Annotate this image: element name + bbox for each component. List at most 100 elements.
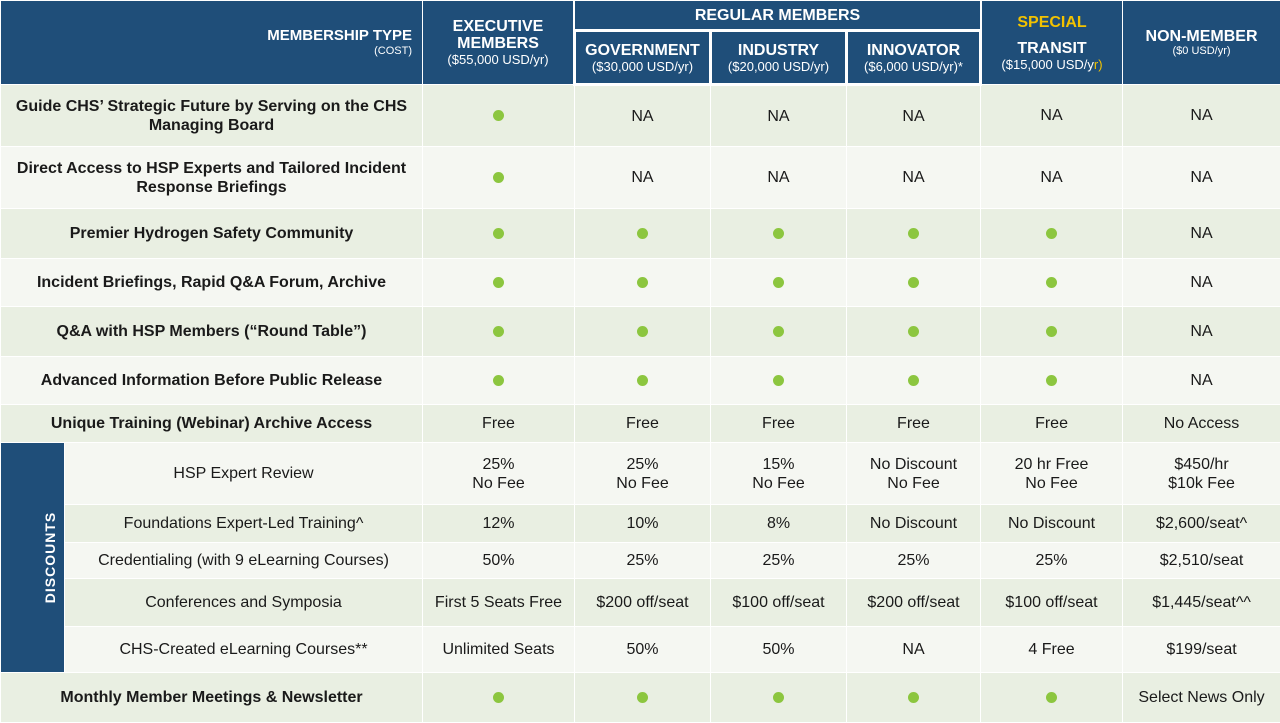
- innovator-header: INNOVATOR ($6,000 USD/yr)*: [847, 31, 981, 85]
- table-cell: NA: [847, 147, 981, 209]
- table-cell: NA: [981, 147, 1123, 209]
- discount-row: CHS-Created eLearning Courses**Unlimited…: [1, 627, 1280, 673]
- table-cell: Free: [981, 405, 1123, 443]
- table-cell: Free: [711, 405, 847, 443]
- value-line: No Fee: [752, 474, 804, 493]
- table-cell: 15%No Fee: [711, 443, 847, 505]
- table-cell: [981, 307, 1123, 357]
- table-cell: $100 off/seat: [981, 579, 1123, 627]
- feature-label: Guide CHS’ Strategic Future by Serving o…: [1, 85, 423, 147]
- table-cell: NA: [575, 147, 711, 209]
- table-cell: [423, 85, 575, 147]
- included-dot-icon: [1046, 375, 1057, 386]
- included-dot-icon: [493, 375, 504, 386]
- included-dot-icon: [1046, 326, 1057, 337]
- membership-type-sublabel: (COST): [5, 44, 412, 59]
- transit-header: SPECIAL TRANSIT ($15,000 USD/yr): [981, 1, 1123, 85]
- discount-feature-label: CHS-Created eLearning Courses**: [65, 627, 423, 673]
- table-cell: NA: [1123, 85, 1280, 147]
- industry-line1: INDUSTRY: [716, 42, 841, 59]
- table-cell: [847, 209, 981, 259]
- feature-label: Incident Briefings, Rapid Q&A Forum, Arc…: [1, 259, 423, 307]
- included-dot-icon: [773, 692, 784, 703]
- table-body: Guide CHS’ Strategic Future by Serving o…: [1, 85, 1280, 723]
- nonmember-header: NON-MEMBER ($0 USD/yr): [1123, 1, 1280, 85]
- table-cell: $2,600/seat^: [1123, 505, 1280, 543]
- table-cell: [711, 307, 847, 357]
- table-row: Guide CHS’ Strategic Future by Serving o…: [1, 85, 1280, 147]
- table-cell: NA: [1123, 357, 1280, 405]
- included-dot-icon: [908, 277, 919, 288]
- executive-header: EXECUTIVE MEMBERS ($55,000 USD/yr): [423, 1, 575, 85]
- value-line: 25%: [472, 455, 524, 474]
- discount-feature-label: Conferences and Symposia: [65, 579, 423, 627]
- included-dot-icon: [637, 326, 648, 337]
- included-dot-icon: [493, 172, 504, 183]
- table-cell: [847, 673, 981, 723]
- feature-label: Monthly Member Meetings & Newsletter: [1, 673, 423, 723]
- table-cell: $2,510/seat: [1123, 543, 1280, 579]
- table-cell: 50%: [423, 543, 575, 579]
- table-cell: NA: [711, 147, 847, 209]
- included-dot-icon: [1046, 692, 1057, 703]
- table-cell: Free: [423, 405, 575, 443]
- included-dot-icon: [637, 228, 648, 239]
- special-label: SPECIAL: [986, 14, 1118, 32]
- table-cell: NA: [575, 85, 711, 147]
- table-cell: Select News Only: [1123, 673, 1280, 723]
- executive-line1: EXECUTIVE: [427, 18, 569, 35]
- table-cell: No Discount: [981, 505, 1123, 543]
- table-cell: [711, 673, 847, 723]
- government-line1: GOVERNMENT: [580, 42, 705, 59]
- table-cell: [575, 307, 711, 357]
- included-dot-icon: [637, 692, 648, 703]
- feature-label: Q&A with HSP Members (“Round Table”): [1, 307, 423, 357]
- table-cell: [423, 307, 575, 357]
- table-cell: [423, 357, 575, 405]
- table-row: Advanced Information Before Public Relea…: [1, 357, 1280, 405]
- table-cell: [575, 259, 711, 307]
- included-dot-icon: [493, 228, 504, 239]
- table-cell: [423, 259, 575, 307]
- nonmember-cost: ($0 USD/yr): [1127, 45, 1276, 58]
- table-cell: [847, 259, 981, 307]
- table-cell: NA: [1123, 147, 1280, 209]
- feature-label: Advanced Information Before Public Relea…: [1, 357, 423, 405]
- table-cell: [711, 209, 847, 259]
- discount-row: Foundations Expert-Led Training^12%10%8%…: [1, 505, 1280, 543]
- table-cell: $450/hr$10k Fee: [1123, 443, 1280, 505]
- feature-label: Direct Access to HSP Experts and Tailore…: [1, 147, 423, 209]
- included-dot-icon: [773, 228, 784, 239]
- discount-feature-label: Foundations Expert-Led Training^: [65, 505, 423, 543]
- included-dot-icon: [493, 326, 504, 337]
- table-cell: [423, 673, 575, 723]
- transit-cost-suffix: r): [1094, 57, 1103, 72]
- included-dot-icon: [637, 277, 648, 288]
- table-cell: Free: [575, 405, 711, 443]
- table-cell: Free: [847, 405, 981, 443]
- table-cell: $100 off/seat: [711, 579, 847, 627]
- table-cell: NA: [711, 85, 847, 147]
- value-line: $450/hr: [1168, 455, 1235, 474]
- discounts-side-label: DISCOUNTS: [1, 443, 65, 673]
- included-dot-icon: [493, 277, 504, 288]
- table-cell: 25%No Fee: [575, 443, 711, 505]
- table-cell: 12%: [423, 505, 575, 543]
- included-dot-icon: [637, 375, 648, 386]
- table-cell: [847, 357, 981, 405]
- membership-type-label: MEMBERSHIP TYPE: [5, 27, 412, 44]
- table-cell: 25%: [981, 543, 1123, 579]
- executive-cost: ($55,000 USD/yr): [427, 52, 569, 67]
- table-cell: First 5 Seats Free: [423, 579, 575, 627]
- value-line: No Fee: [472, 474, 524, 493]
- table-cell: 25%: [711, 543, 847, 579]
- government-header: GOVERNMENT ($30,000 USD/yr): [575, 31, 711, 85]
- feature-label: Unique Training (Webinar) Archive Access: [1, 405, 423, 443]
- two-line-value: 25%No Fee: [616, 455, 668, 493]
- value-line: 20 hr Free: [1015, 455, 1089, 474]
